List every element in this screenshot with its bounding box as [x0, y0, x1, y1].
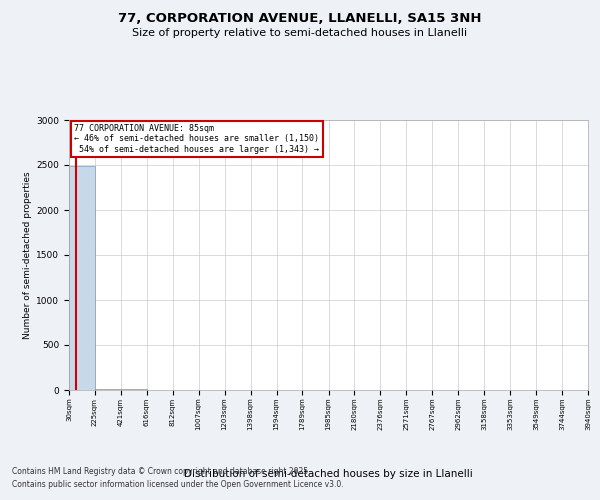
- Text: 77, CORPORATION AVENUE, LLANELLI, SA15 3NH: 77, CORPORATION AVENUE, LLANELLI, SA15 3…: [118, 12, 482, 26]
- Text: Size of property relative to semi-detached houses in Llanelli: Size of property relative to semi-detach…: [133, 28, 467, 38]
- Text: 77 CORPORATION AVENUE: 85sqm
← 46% of semi-detached houses are smaller (1,150)
 : 77 CORPORATION AVENUE: 85sqm ← 46% of se…: [74, 124, 319, 154]
- Bar: [95, 389, 121, 390]
- X-axis label: Distribution of semi-detached houses by size in Llanelli: Distribution of semi-detached houses by …: [184, 470, 473, 480]
- Text: Contains HM Land Registry data © Crown copyright and database right 2025.: Contains HM Land Registry data © Crown c…: [12, 467, 311, 476]
- Text: Contains public sector information licensed under the Open Government Licence v3: Contains public sector information licen…: [12, 480, 344, 489]
- Y-axis label: Number of semi-detached properties: Number of semi-detached properties: [23, 171, 32, 339]
- Bar: [69, 166, 95, 390]
